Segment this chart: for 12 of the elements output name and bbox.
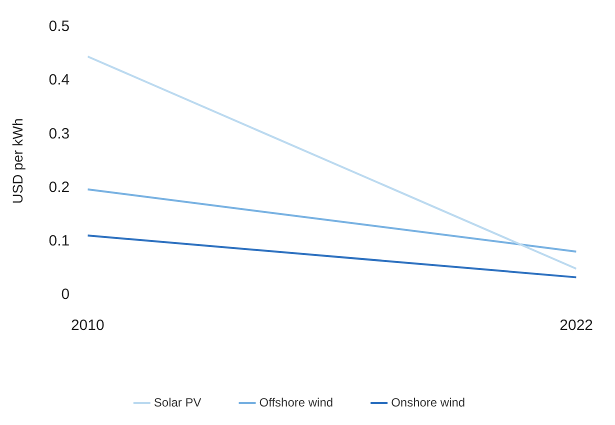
- y-tick-label: 0.5: [48, 18, 70, 36]
- x-tick-label: 2010: [70, 317, 104, 334]
- legend-label: Onshore wind: [391, 395, 466, 410]
- y-tick-label: 0.3: [48, 125, 70, 142]
- x-tick-label: 2022: [560, 317, 594, 334]
- y-tick-label: 0.4: [48, 72, 70, 89]
- legend-label: Solar PV: [154, 395, 202, 410]
- y-tick-label: 0.1: [48, 232, 70, 250]
- y-axis-title: USD per kWh: [9, 118, 26, 204]
- y-tick-label: 0: [61, 286, 70, 304]
- legend-label: Offshore wind: [259, 395, 334, 410]
- y-tick-label: 0.2: [48, 178, 70, 196]
